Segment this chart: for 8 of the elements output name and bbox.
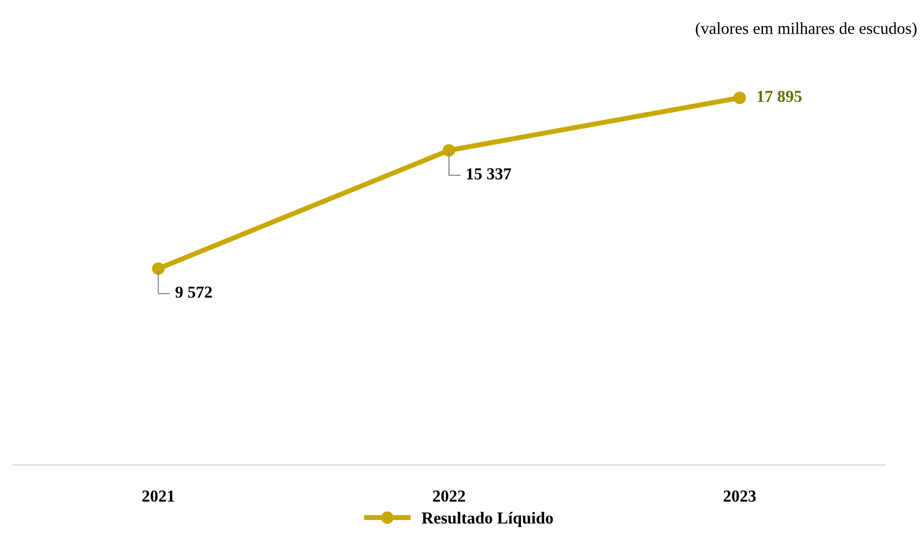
data-label: 15 337 xyxy=(467,168,512,180)
text: (valores em milhares de escudos) xyxy=(696,22,916,38)
x-tick-label: 2022 xyxy=(433,490,465,502)
data-label: 9 572 xyxy=(175,286,212,298)
data-label: 17 895 xyxy=(758,90,802,102)
x-tick-label: 2021 xyxy=(142,490,174,502)
x-tick-label: 2023 xyxy=(724,490,756,502)
legend-label: Resultado Líquido xyxy=(422,512,553,527)
